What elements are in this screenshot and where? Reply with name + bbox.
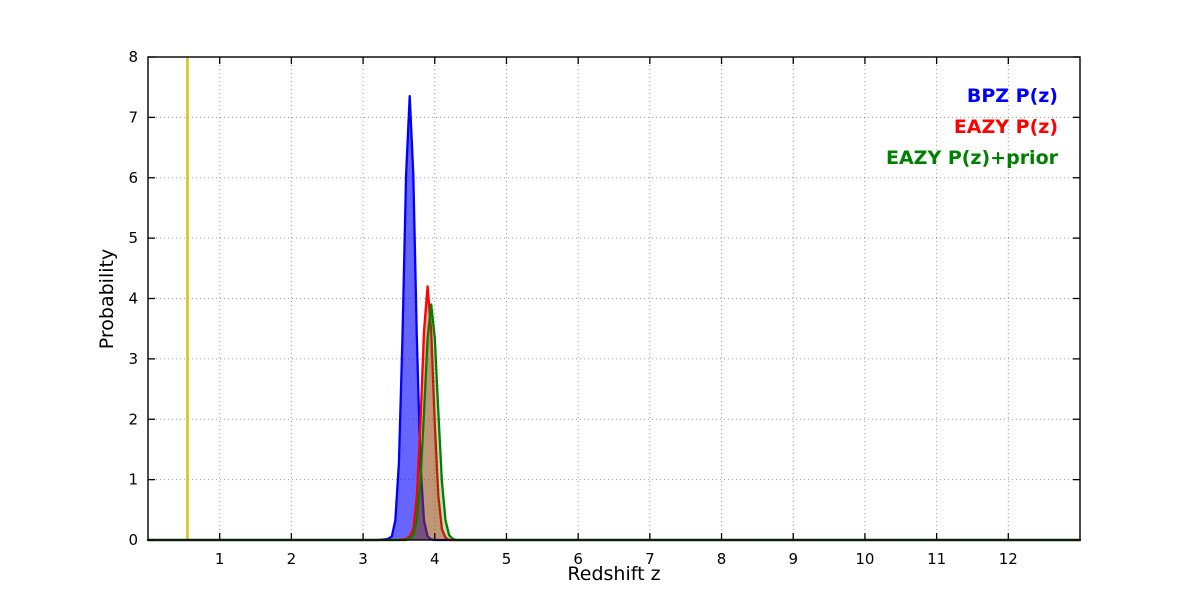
eazy-p-z-prior-curve	[146, 303, 1082, 542]
x-tick-label: 11	[927, 550, 946, 568]
y-tick-label: 8	[128, 48, 138, 66]
eazy-p-z-fill	[148, 286, 1080, 540]
legend-item-bpz-pz: BPZ P(z)	[967, 85, 1058, 107]
y-tick-label: 0	[128, 531, 138, 549]
legend-item-eazy-pz-prior: EAZY P(z)+prior	[886, 147, 1059, 169]
x-tick-label: 12	[999, 550, 1018, 568]
series-layer	[146, 57, 1082, 542]
x-axis-label: Redshift z	[567, 563, 660, 585]
x-tick-label: 4	[430, 550, 440, 568]
y-tick-label: 6	[128, 169, 138, 187]
eazy-p-z-prior-fill	[148, 304, 1080, 540]
legend-item-eazy-pz: EAZY P(z)	[954, 116, 1058, 138]
y-tick-label: 3	[128, 350, 138, 368]
grid	[148, 57, 1080, 540]
x-tick-label: 9	[788, 550, 798, 568]
x-tick-label: 8	[717, 550, 727, 568]
y-axis-label: Probability	[96, 249, 118, 349]
y-tick-label: 4	[128, 290, 138, 308]
x-tick-label: 10	[855, 550, 874, 568]
legend: BPZ P(z) EAZY P(z) EAZY P(z)+prior	[886, 85, 1059, 169]
x-tick-label: 5	[502, 550, 512, 568]
x-tick-label: 1	[215, 550, 225, 568]
y-tick-label: 7	[128, 108, 138, 126]
y-tick-label: 1	[128, 471, 138, 489]
x-tick-label: 3	[358, 550, 368, 568]
eazy-p-z-curve	[146, 285, 1082, 542]
x-tick-label: 7	[645, 550, 655, 568]
x-tick-label: 6	[573, 550, 583, 568]
y-tick-label: 5	[128, 229, 138, 247]
x-tick-label: 2	[287, 550, 297, 568]
y-tick-label: 2	[128, 410, 138, 428]
